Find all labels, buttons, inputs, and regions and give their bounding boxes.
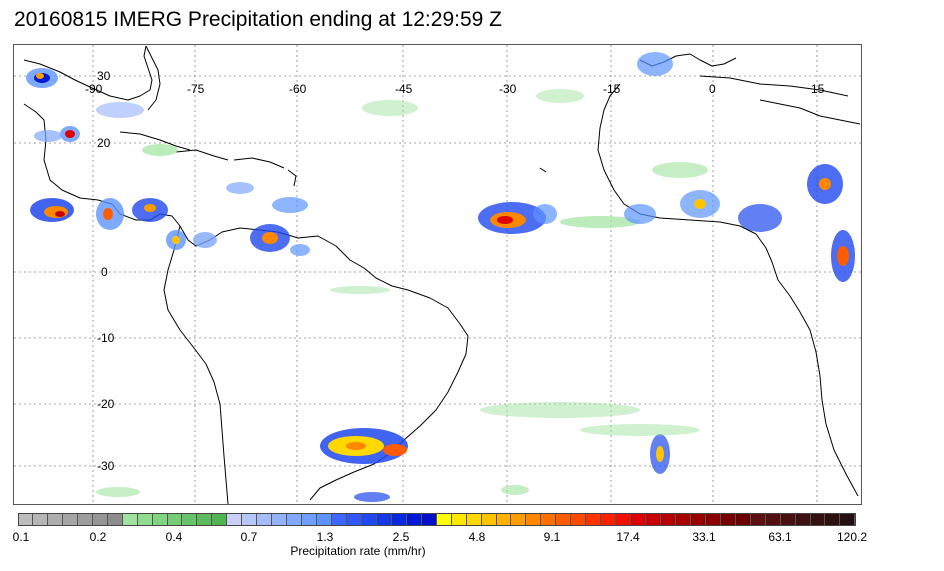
colorbar-swatch xyxy=(376,513,392,526)
colorbar-swatch xyxy=(137,513,153,526)
colorbar-swatch xyxy=(317,513,333,526)
colorbar-tick-label: 0.2 xyxy=(89,530,107,544)
lon-label: -45 xyxy=(395,82,413,96)
colorbar-swatch xyxy=(601,513,617,526)
colorbar-swatch xyxy=(92,513,108,526)
colorbar-swatch xyxy=(526,513,542,526)
colorbar-swatch xyxy=(436,513,452,526)
colorbar-swatch xyxy=(840,513,856,526)
colorbar-tick-label: 120.2 xyxy=(836,530,868,544)
colorbar-swatch xyxy=(675,513,691,526)
graticule-labels: -90 -75 -60 -45 -30 -15 0 15 30 20 0 -10… xyxy=(85,69,825,473)
colorbar-swatch xyxy=(406,513,422,526)
colorbar-swatch xyxy=(242,513,258,526)
colorbar-swatch xyxy=(810,513,826,526)
colorbar-swatch xyxy=(735,513,751,526)
colorbar-swatch xyxy=(346,513,362,526)
lat-label: 30 xyxy=(97,69,111,83)
colorbar-swatch xyxy=(18,513,33,526)
colorbar-tick-label: 1.3 xyxy=(316,530,334,544)
colorbar-swatch xyxy=(197,513,213,526)
colorbar-swatch xyxy=(227,513,243,526)
colorbar-swatch xyxy=(481,513,497,526)
colorbar-swatch xyxy=(421,513,437,526)
lon-label: -90 xyxy=(85,82,103,96)
lat-label: -30 xyxy=(97,459,115,473)
colorbar-swatch xyxy=(212,513,228,526)
colorbar-swatch xyxy=(586,513,602,526)
colorbar-swatch xyxy=(780,513,796,526)
colorbar-swatch xyxy=(690,513,706,526)
lon-label: -30 xyxy=(499,82,517,96)
colorbar-swatch xyxy=(720,513,736,526)
lon-label: -60 xyxy=(289,82,307,96)
colorbar-swatch xyxy=(182,513,198,526)
precipitation-map xyxy=(13,44,862,505)
lat-label: -10 xyxy=(97,331,115,345)
lon-label: -75 xyxy=(187,82,205,96)
colorbar-swatch xyxy=(47,513,63,526)
colorbar-swatch xyxy=(616,513,632,526)
colorbar-swatch xyxy=(466,513,482,526)
colorbar-tick-label: 33.1 xyxy=(692,530,716,544)
colorbar-tick-label: 0.4 xyxy=(165,530,183,544)
colorbar-swatch xyxy=(32,513,48,526)
colorbar-swatch xyxy=(750,513,766,526)
colorbar-tick-label: 4.8 xyxy=(468,530,486,544)
colorbar-tick-label: 17.4 xyxy=(616,530,640,544)
colorbar-swatch xyxy=(152,513,168,526)
colorbar-swatch xyxy=(361,513,377,526)
lat-label: 20 xyxy=(97,136,111,150)
colorbar-swatch xyxy=(391,513,407,526)
lon-label: 15 xyxy=(811,82,825,96)
colorbar-swatch xyxy=(631,513,647,526)
lat-label: -20 xyxy=(97,397,115,411)
colorbar-swatch xyxy=(107,513,123,526)
precipitation-overlay xyxy=(26,52,855,502)
lon-label: 0 xyxy=(709,82,716,96)
colorbar-swatch xyxy=(705,513,721,526)
coastlines xyxy=(23,45,861,505)
map-title: 20160815 IMERG Precipitation ending at 1… xyxy=(14,8,502,31)
colorbar-swatch xyxy=(167,513,183,526)
colorbar-tick-label: 9.1 xyxy=(543,530,561,544)
colorbar-swatch xyxy=(556,513,572,526)
colorbar-swatch xyxy=(795,513,811,526)
colorbar-swatch xyxy=(660,513,676,526)
colorbar-tick-label: 0.1 xyxy=(12,530,30,544)
colorbar-swatch xyxy=(332,513,347,526)
colorbar-swatch xyxy=(122,513,138,526)
colorbar-swatch xyxy=(302,513,318,526)
colorbar-swatch xyxy=(825,513,841,526)
colorbar-swatch xyxy=(62,513,78,526)
colorbar-swatch xyxy=(451,513,467,526)
colorbar-tick-label: 0.7 xyxy=(240,530,258,544)
colorbar-swatch xyxy=(765,513,781,526)
colorbar xyxy=(18,513,856,526)
colorbar-swatch xyxy=(541,513,557,526)
graticule xyxy=(14,45,861,504)
colorbar-swatch xyxy=(511,513,527,526)
colorbar-swatch xyxy=(646,513,661,526)
colorbar-title: Precipitation rate (mm/hr) xyxy=(290,544,426,558)
colorbar-swatch xyxy=(77,513,93,526)
colorbar-tick-label: 63.1 xyxy=(768,530,792,544)
lat-label: 0 xyxy=(101,265,108,279)
colorbar-swatch xyxy=(287,513,303,526)
colorbar-swatch xyxy=(272,513,288,526)
colorbar-tick-label: 2.5 xyxy=(392,530,410,544)
colorbar-swatch xyxy=(257,513,273,526)
colorbar-swatch xyxy=(496,513,512,526)
lon-label: -15 xyxy=(603,82,621,96)
colorbar-swatch xyxy=(571,513,587,526)
